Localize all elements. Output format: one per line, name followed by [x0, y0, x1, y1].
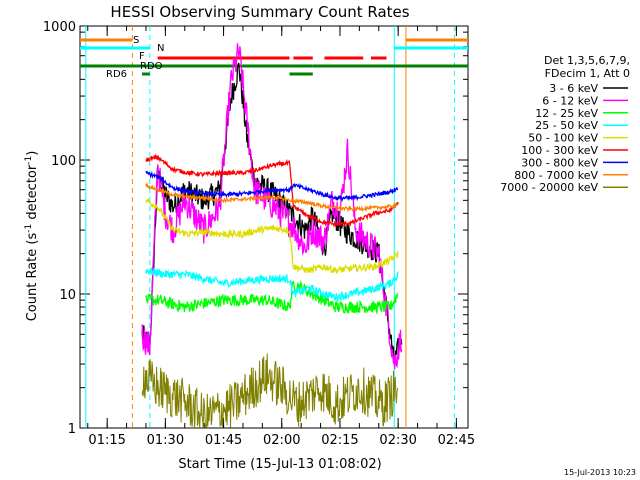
y-axis-label-mid: detector — [25, 164, 40, 224]
flag-label: S — [133, 35, 139, 46]
x-tick-label: 01:15 — [88, 433, 125, 448]
legend-entry-label: 50 - 100 keV — [528, 132, 598, 145]
x-tick-label: 02:15 — [321, 433, 358, 448]
y-tick-label: 1 — [68, 422, 76, 437]
x-tick-label: 02:30 — [379, 433, 416, 448]
legend-entry-label: 800 - 7000 keV — [514, 169, 598, 182]
x-tick-label: 01:30 — [147, 433, 184, 448]
plot-area: 1 10 100 1000 01:15 01:30 01:45 02:00 02:15 02:30… — [43, 20, 475, 448]
y-tick-label: 100 — [51, 154, 76, 169]
series-line — [145, 153, 399, 228]
y-tick-label: 10 — [59, 288, 76, 303]
series-line — [145, 170, 399, 203]
legend-header-line: Det 1,3,5,6,7,9, — [544, 54, 630, 67]
x-tick-label: 02:45 — [438, 433, 475, 448]
y-axis-label-main: Count Rate (s — [25, 233, 40, 322]
y-axis-label-sup1: -1 — [24, 224, 34, 233]
legend-entry-label: 100 - 300 keV — [521, 144, 598, 157]
legend-entry-label: 12 - 25 keV — [535, 107, 598, 120]
x-axis-label: Start Time (15-Jul-13 01:08:02) — [178, 457, 381, 472]
flag-label: N — [157, 43, 164, 54]
legend-entry-label: 7000 - 20000 keV — [500, 181, 598, 194]
series-line — [145, 198, 399, 274]
x-tick-label: 01:45 — [205, 433, 242, 448]
legend: Det 1,3,5,6,7,9,FDecim 1, Att 0 3 - 6 keV… — [500, 54, 630, 194]
flag-label: RDO — [140, 61, 163, 72]
y-axis-label: Count Rate (s-1 detector-1) — [24, 151, 40, 322]
plot-frame — [79, 25, 469, 429]
series-line — [145, 181, 398, 213]
legend-entry-label: 3 - 6 keV — [549, 82, 598, 95]
legend-entry-label: 25 - 50 keV — [535, 119, 598, 132]
legend-entry-label: 6 - 12 keV — [542, 94, 598, 107]
legend-header-line: FDecim 1, Att 0 — [545, 67, 630, 80]
chart-title: HESSI Observing Summary Count Rates — [110, 3, 409, 21]
series-line — [145, 267, 399, 303]
series-line — [145, 279, 399, 316]
flag-label: RD6 — [106, 69, 127, 80]
y-axis-label-end: ) — [25, 151, 40, 156]
legend-entry-label: 300 - 800 keV — [521, 156, 598, 169]
flag-label: F — [139, 51, 145, 62]
x-tick-label: 02:00 — [263, 433, 300, 448]
series-line — [141, 43, 403, 370]
timestamp: 15-Jul-2013 10:23 — [564, 468, 636, 477]
y-tick-label: 1000 — [43, 20, 76, 35]
y-axis-label-sup2: -1 — [24, 156, 34, 165]
series-line — [141, 353, 399, 429]
